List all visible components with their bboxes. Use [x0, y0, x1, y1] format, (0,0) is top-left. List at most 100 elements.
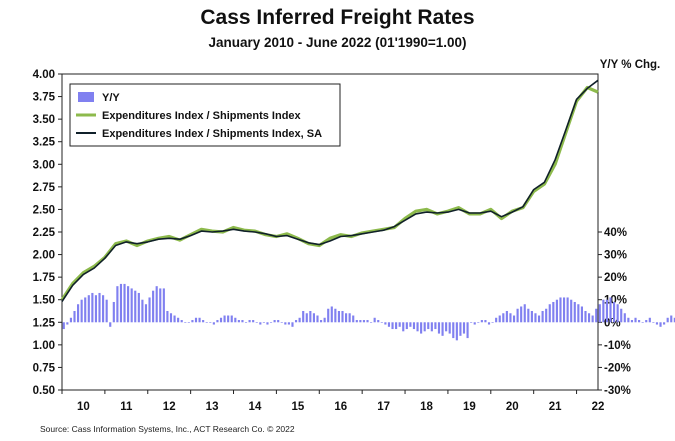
yy-bar	[505, 311, 508, 323]
yy-bar	[330, 306, 333, 323]
yy-bar	[291, 322, 294, 327]
yy-bar	[84, 297, 87, 323]
x-tick-label: 18	[420, 401, 433, 413]
yy-bar	[462, 322, 466, 334]
yy-bar	[609, 297, 612, 323]
yy-bar	[420, 322, 423, 334]
yy-bar	[73, 311, 76, 323]
yy-bar	[273, 320, 276, 323]
yy-bar	[548, 304, 551, 323]
yy-bar	[266, 322, 269, 325]
yy-bar	[480, 320, 483, 323]
yy-bar	[202, 320, 205, 323]
yy-bar	[566, 297, 569, 323]
yy-bar	[219, 317, 223, 323]
x-tick-label: 15	[291, 401, 304, 413]
yy-bar	[595, 308, 598, 323]
yy-bar	[227, 315, 230, 323]
yy-bar	[591, 315, 594, 323]
yy-bar	[552, 301, 555, 323]
yy-bar	[323, 317, 326, 323]
yy-bar	[205, 322, 208, 323]
x-tick-label: 10	[77, 401, 90, 413]
yy-bar	[248, 320, 251, 323]
yy-bar	[487, 322, 491, 325]
yy-bar	[645, 320, 648, 323]
yy-bar	[598, 304, 601, 323]
x-tick-label: 14	[249, 401, 262, 413]
yy-bar	[502, 313, 505, 323]
yy-bar	[127, 286, 130, 323]
yy-bar	[559, 297, 562, 323]
yy-bar	[455, 322, 458, 341]
left-tick-label: 2.00	[33, 250, 55, 262]
yy-bar	[670, 315, 673, 323]
yy-bar	[259, 322, 262, 325]
yy-bar	[391, 322, 394, 330]
yy-bar	[409, 322, 412, 327]
yy-bar	[580, 306, 583, 323]
yy-bar	[562, 297, 566, 323]
yy-bar	[241, 320, 244, 323]
yy-bar	[62, 322, 65, 330]
yy-bar	[448, 322, 451, 334]
yy-bar	[152, 290, 155, 323]
yy-bar	[91, 292, 94, 323]
yy-bar	[112, 301, 115, 323]
yy-bar	[337, 311, 341, 323]
left-tick-label: 2.50	[33, 204, 55, 216]
expenditures-shipments-sa-line	[61, 79, 599, 302]
legend-entry: Expenditures Index / Shipments Index, SA	[102, 128, 322, 140]
left-tick-label: 1.50	[33, 295, 55, 307]
yy-bar	[134, 290, 137, 323]
yy-bar	[252, 320, 255, 323]
yy-bar	[98, 292, 101, 323]
yy-bar	[66, 322, 69, 325]
left-tick-label: 3.75	[33, 92, 56, 104]
yy-bar	[166, 311, 169, 323]
yy-bar	[109, 322, 112, 327]
yy-bar	[545, 308, 548, 323]
yy-bar	[191, 320, 194, 323]
left-tick-label: 1.25	[33, 317, 56, 329]
yy-bar	[187, 322, 190, 323]
yy-bar	[162, 288, 165, 323]
yy-bar	[648, 317, 651, 323]
yy-bar	[630, 320, 634, 323]
left-tick-label: 3.25	[33, 137, 56, 149]
yy-bar	[302, 311, 305, 323]
yy-bar	[123, 283, 126, 323]
yy-bar	[345, 313, 348, 323]
left-tick-label: 2.75	[33, 182, 56, 194]
yy-bar	[237, 320, 240, 323]
yy-bar	[230, 315, 233, 323]
yy-bar	[130, 288, 133, 323]
right-tick-label: -20%	[604, 362, 631, 374]
yy-bar	[284, 322, 287, 325]
yy-bar	[484, 320, 487, 323]
x-tick-label: 11	[120, 401, 133, 413]
yy-bar	[380, 322, 383, 323]
yy-bar	[370, 322, 373, 323]
yy-bar	[316, 315, 319, 323]
yy-bar	[384, 322, 387, 325]
yy-bar	[141, 299, 144, 323]
yy-bar	[673, 317, 675, 323]
yy-bar	[638, 320, 641, 323]
yy-bar	[655, 322, 659, 325]
yy-bar	[366, 320, 369, 323]
yy-bar	[659, 322, 662, 327]
yy-bar	[613, 301, 616, 323]
yy-bar	[173, 315, 176, 323]
yy-bar	[312, 313, 315, 323]
chart-title: Cass Inferred Freight Rates	[200, 6, 475, 29]
yy-bar	[137, 292, 140, 323]
yy-bar	[570, 299, 573, 323]
yy-bar	[377, 320, 380, 323]
x-tick-label: 12	[163, 401, 176, 413]
x-tick-label: 16	[334, 401, 347, 413]
source-note: Source: Cass Information Systems, Inc., …	[40, 424, 295, 434]
yy-bar	[634, 317, 637, 323]
yy-bar	[255, 322, 258, 323]
